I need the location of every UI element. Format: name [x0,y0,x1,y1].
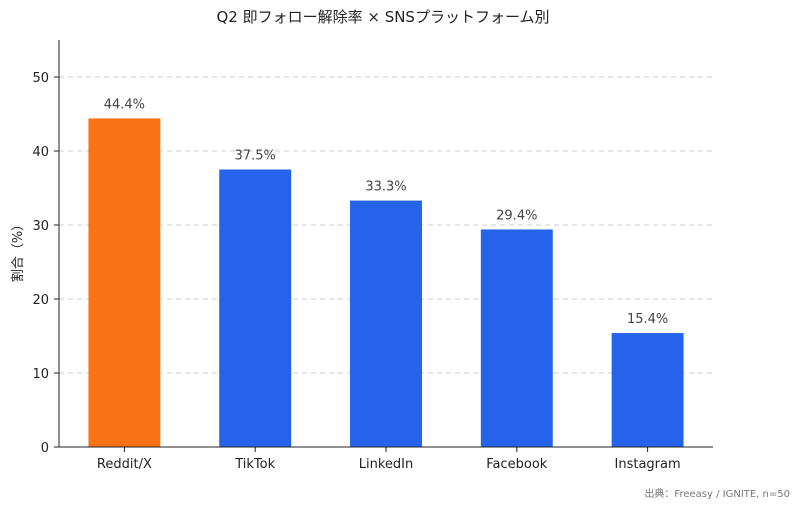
bar [611,333,684,447]
y-tick-label: 40 [32,145,49,160]
data-label: 33.3% [365,180,406,195]
y-tick-label: 10 [32,367,49,382]
bar [480,229,553,447]
data-labels: 44.4% 37.5% 33.3% 29.4% 15.4% [104,97,669,327]
bar [350,200,422,447]
source-note: 出典：Freeasy / IGNITE, n=50 [644,487,790,500]
x-tick-label: TikTok [234,457,275,472]
x-tick-label: LinkedIn [359,457,413,472]
chart-title: Q2 即フォロー解除率 × SNSプラットフォーム別 [216,8,549,26]
x-ticks: Reddit/X TikTok LinkedIn Facebook Instagram [97,447,681,472]
y-tick-label: 30 [32,219,49,234]
y-tick-label: 0 [41,441,49,456]
data-label: 37.5% [235,149,276,164]
y-tick-label: 50 [32,71,49,86]
y-tick-label: 20 [32,293,49,308]
data-label: 29.4% [496,208,537,223]
x-tick-label: Reddit/X [97,457,152,472]
bar [88,118,161,447]
bars-group [88,118,684,447]
x-tick-label: Facebook [486,457,548,472]
y-ticks: 0 10 20 30 40 50 [32,71,59,456]
x-tick-label: Instagram [615,457,681,472]
y-axis-label: 割合（%） [10,218,26,282]
data-label: 15.4% [627,312,668,327]
data-label: 44.4% [104,97,145,112]
bar [219,169,292,447]
